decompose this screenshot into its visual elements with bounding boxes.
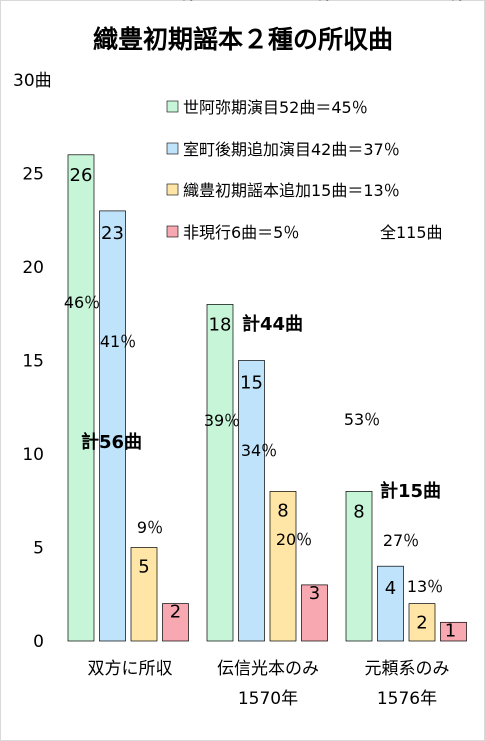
bar	[238, 360, 265, 642]
x-category-sublabel: 1570年	[238, 689, 298, 709]
bar-percent-label: 7％	[438, 0, 464, 4]
bar	[162, 603, 189, 642]
bar-percent-label: 34％	[241, 441, 277, 460]
bar-value-label: 18	[209, 314, 232, 335]
bar	[377, 565, 404, 642]
total-note: 全115曲	[380, 223, 443, 242]
labels-layer: 2646％1839％853％2341％1534％427％59％820％213％2…	[64, 0, 464, 709]
bar-value-label: 4	[385, 578, 396, 599]
bar-value-label: 15	[240, 373, 263, 394]
y-tick-label: 30曲	[13, 71, 52, 91]
bar-value-label: 2	[170, 602, 181, 623]
legend-swatch	[166, 225, 179, 238]
y-tick-label: 25	[22, 165, 44, 185]
bar-percent-label: 41％	[100, 332, 136, 351]
bar-percent-label: 27％	[383, 531, 419, 550]
bar-value-label: 23	[101, 223, 124, 244]
bar	[99, 210, 126, 642]
bar-percent-label: 20％	[276, 530, 312, 549]
x-category-label: 伝信光本のみ	[217, 659, 319, 679]
bar-value-label: 26	[70, 165, 93, 186]
group-total-label: 計15曲	[380, 480, 441, 502]
bar	[206, 304, 234, 642]
bar-percent-label: 7％	[305, 0, 331, 4]
bar	[130, 547, 158, 642]
bar	[301, 584, 328, 642]
x-category-label: 元頼系のみ	[365, 659, 450, 679]
legend-label: 世阿弥期演目52曲＝45％	[183, 98, 368, 117]
bar-value-label: 1	[445, 620, 456, 641]
y-tick-label: 5	[33, 539, 44, 559]
bar-value-label: 5	[138, 557, 149, 578]
bar-value-label: 8	[277, 500, 288, 521]
bar	[345, 491, 373, 642]
bar-percent-label: 9％	[137, 518, 163, 537]
x-category-sublabel: 1576年	[377, 689, 437, 709]
legend-label: 織豊初期謡本追加15曲＝13％	[183, 181, 400, 200]
group-total-label: 計56曲	[81, 431, 142, 453]
bar-percent-label: 13％	[407, 577, 443, 596]
y-tick-label: 20	[22, 258, 44, 278]
y-axis: 0 5 10 15 20 25 30曲	[13, 71, 52, 652]
bar	[440, 621, 467, 642]
bar-value-label: 8	[353, 501, 364, 522]
bar-percent-label: 4％	[169, 0, 195, 4]
bar-value-label: 3	[309, 583, 320, 604]
bar-percent-label: 53％	[344, 410, 380, 429]
chart-title: 織豊初期謡本２種の所収曲	[93, 25, 393, 54]
legend: 世阿弥期演目52曲＝45％ 室町後期追加演目42曲＝37％ 織豊初期謡本追加15曲＝…	[166, 98, 443, 242]
y-tick-label: 15	[22, 352, 44, 372]
y-tick-label: 10	[22, 445, 44, 465]
bar-percent-label: 46％	[64, 293, 100, 312]
bar-percent-label: 39％	[204, 411, 240, 430]
legend-swatch	[166, 142, 179, 155]
x-category-label: 双方に所収	[88, 659, 173, 679]
group-total-label: 計44曲	[242, 313, 303, 335]
legend-label: 室町後期追加演目42曲＝37％	[183, 140, 400, 159]
legend-swatch	[166, 183, 179, 196]
legend-label: 非現行6曲＝5％	[183, 223, 299, 242]
legend-swatch	[166, 100, 179, 113]
y-tick-label: 0	[33, 632, 44, 652]
bar	[269, 491, 297, 642]
bar	[67, 154, 95, 642]
bar-value-label: 2	[416, 613, 427, 634]
bars-layer	[67, 154, 467, 642]
bar	[408, 603, 436, 642]
